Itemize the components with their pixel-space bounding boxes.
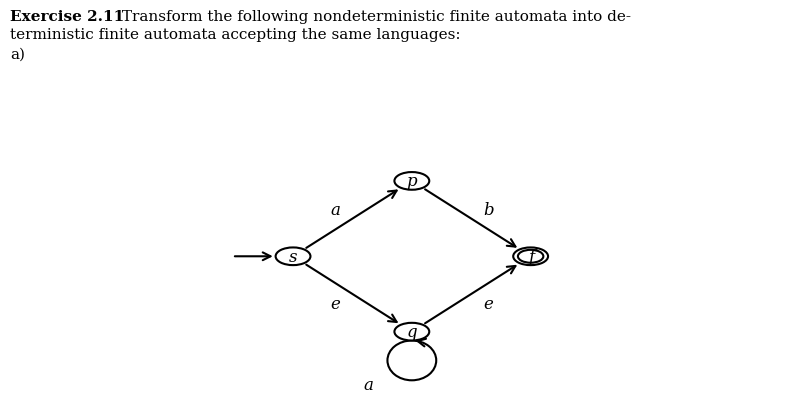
Text: terministic finite automata accepting the same languages:: terministic finite automata accepting th… bbox=[10, 28, 461, 42]
Circle shape bbox=[394, 172, 429, 190]
Circle shape bbox=[394, 323, 429, 341]
Text: Transform the following nondeterministic finite automata into de-: Transform the following nondeterministic… bbox=[117, 10, 631, 24]
Text: f: f bbox=[527, 248, 534, 265]
Text: Exercise 2.11: Exercise 2.11 bbox=[10, 10, 124, 24]
Text: b: b bbox=[483, 202, 494, 219]
Text: a): a) bbox=[10, 47, 25, 61]
Text: e: e bbox=[330, 295, 340, 312]
Text: a: a bbox=[330, 202, 340, 219]
Text: a: a bbox=[364, 376, 373, 393]
Circle shape bbox=[276, 248, 310, 265]
Circle shape bbox=[513, 248, 548, 265]
Text: s: s bbox=[289, 248, 297, 265]
Text: p: p bbox=[406, 173, 417, 190]
Text: q: q bbox=[406, 323, 417, 340]
Text: e: e bbox=[484, 295, 493, 312]
